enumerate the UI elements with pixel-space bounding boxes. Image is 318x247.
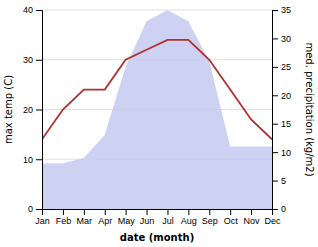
tick: 15	[272, 119, 291, 129]
tick-label: 10	[23, 155, 33, 165]
tick-mark	[209, 209, 210, 215]
tick: Dec	[264, 209, 281, 226]
y2-axis-title: med. precipitation (kg/m2)	[304, 42, 315, 176]
tick: Sep	[202, 209, 218, 226]
tick-label: 20	[23, 105, 33, 115]
tick-label: 5	[281, 176, 286, 186]
y-axis: 0 10 20 30 40	[23, 5, 43, 214]
y2-axis-line	[273, 11, 279, 210]
tick-mark	[272, 152, 278, 153]
tick: Feb	[56, 209, 72, 226]
tick: 40	[23, 5, 42, 15]
tick-label: Aug	[181, 216, 197, 226]
tick-mark	[63, 209, 64, 215]
x-axis-title: date (month)	[120, 232, 194, 243]
tick-mark	[36, 159, 42, 160]
tick: Jun	[140, 209, 155, 226]
tick-label: Jul	[162, 216, 174, 226]
tick-mark	[36, 110, 42, 111]
grid-line	[42, 10, 272, 11]
tick: Oct	[224, 209, 239, 226]
tick: 30	[23, 55, 42, 65]
tick-label: Jan	[35, 216, 50, 226]
tick: Jan	[35, 209, 50, 226]
tick-mark	[272, 67, 278, 68]
tick-mark	[105, 209, 106, 215]
tick-label: 0	[281, 204, 286, 214]
plot-area: JanFebMarAprMayJunJulAugSepOctNovDec0102…	[23, 5, 291, 226]
tick-mark	[126, 209, 127, 215]
tick-label: 20	[281, 91, 291, 101]
tick: 0	[272, 204, 286, 214]
tick-mark	[147, 209, 148, 215]
chart: JanFebMarAprMayJunJulAugSepOctNovDec0102…	[0, 0, 318, 247]
tick-label: Nov	[244, 216, 261, 226]
tick-label: 30	[281, 34, 291, 44]
tick-label: 0	[28, 204, 33, 214]
tick-label: Sep	[202, 216, 218, 226]
tick-label: Apr	[98, 216, 112, 226]
tick-mark	[272, 10, 278, 11]
tick: 0	[28, 204, 42, 214]
tick: Aug	[181, 209, 197, 226]
x-axis: Jan Feb Mar Apr May Jun Jul Aug Sep Oct NovDec	[35, 209, 281, 226]
tick-label: Oct	[224, 216, 239, 226]
tick-label: 10	[281, 148, 291, 158]
tick-label: 15	[281, 119, 291, 129]
tick-mark	[230, 209, 231, 215]
tick: Mar	[77, 209, 93, 226]
tick-label: 30	[23, 55, 33, 65]
tick: 20	[272, 91, 291, 101]
tick: 30	[272, 34, 291, 44]
tick-label: Dec	[264, 216, 281, 226]
precipitation-area	[42, 10, 272, 209]
marks	[42, 10, 272, 209]
tick-label: 40	[23, 5, 33, 15]
tick-mark	[188, 209, 189, 215]
y-axis-title: max temp (C)	[3, 75, 14, 144]
tick: 5	[272, 176, 286, 186]
tick-mark	[251, 209, 252, 215]
tick: 20	[23, 105, 42, 115]
tick-mark	[272, 38, 278, 39]
tick-label: 35	[281, 5, 291, 15]
tick-mark	[272, 209, 278, 210]
y2-axis: 0 5 10 15 20 25 30 35	[272, 5, 291, 214]
tick-label: 25	[281, 62, 291, 72]
grid	[42, 10, 272, 209]
tick-mark	[84, 209, 85, 215]
x-axis-line	[43, 210, 273, 216]
tick: 35	[272, 5, 291, 15]
tick-mark	[36, 60, 42, 61]
tick-mark	[36, 10, 42, 11]
tick-label: Feb	[56, 216, 72, 226]
tick: May	[118, 209, 136, 226]
tick-mark	[36, 209, 42, 210]
tick: 25	[272, 62, 291, 72]
tick: Apr	[98, 209, 112, 226]
tick-mark	[167, 209, 168, 215]
temperature-line	[42, 40, 272, 140]
tick: Jul	[162, 209, 174, 226]
tick-mark	[272, 181, 278, 182]
y-axis-line	[36, 11, 43, 210]
tick: Nov	[244, 209, 261, 226]
tick-mark	[272, 95, 278, 96]
tick-label: May	[118, 216, 136, 226]
tick: 10	[272, 148, 291, 158]
tick-mark	[272, 124, 278, 125]
tick-label: Mar	[77, 216, 93, 226]
tick-label: Jun	[140, 216, 155, 226]
tick: 10	[23, 155, 42, 165]
